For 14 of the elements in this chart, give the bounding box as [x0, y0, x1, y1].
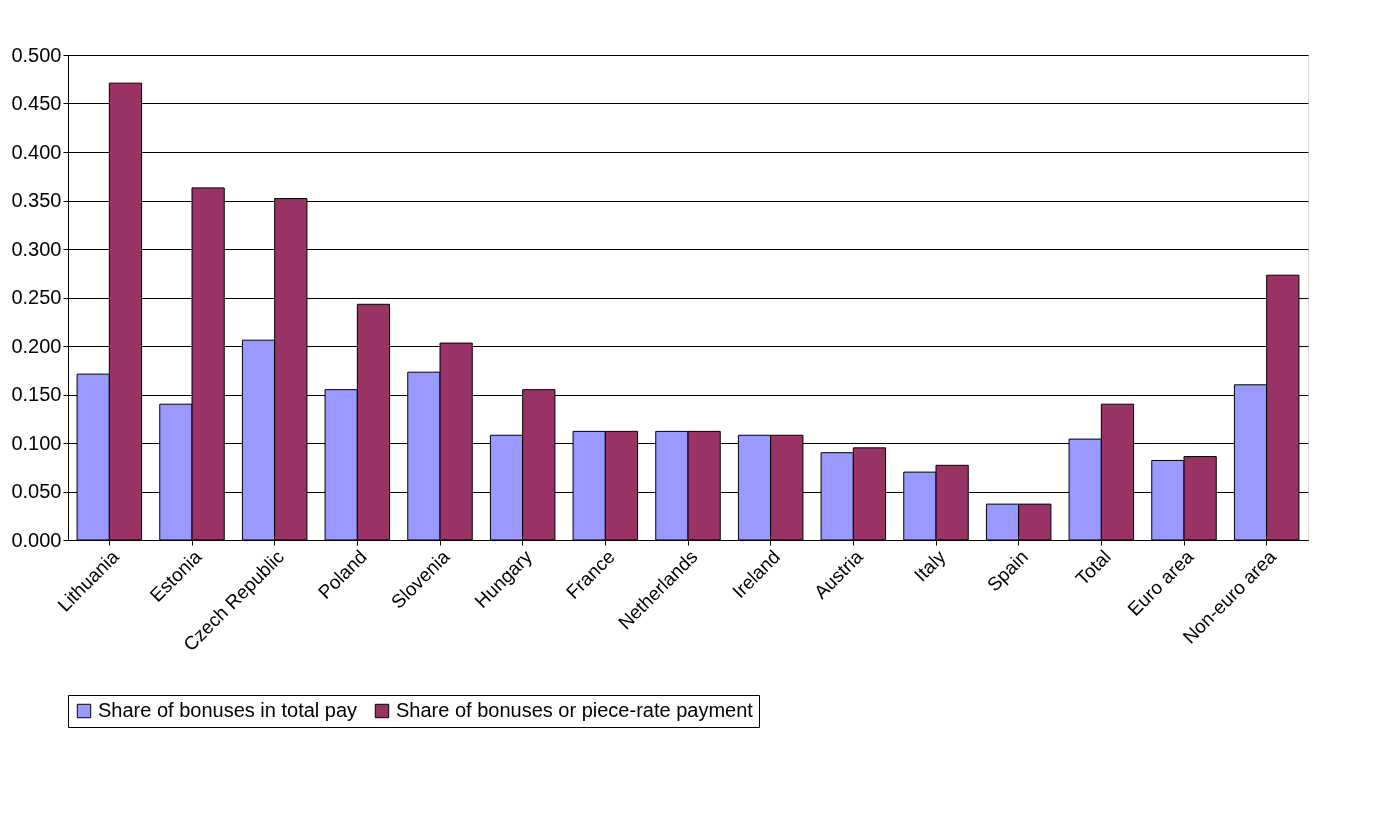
y-tick-label: 0.200: [11, 334, 62, 357]
legend-label: Share of bonuses or piece-rate payment: [396, 699, 754, 721]
y-tick-label: 0.300: [11, 237, 62, 260]
y-tick-label: 0.150: [11, 383, 62, 405]
y-tick-label: 0.100: [11, 431, 62, 454]
y-tick-label: 0.000: [11, 528, 62, 551]
y-tick-label: 0.350: [11, 189, 62, 211]
y-tick-label: 0.500: [11, 43, 62, 66]
y-tick-label: 0.400: [11, 140, 62, 163]
y-tick-label: 0.250: [11, 286, 62, 308]
legend-label: Share of bonuses in total pay: [98, 699, 358, 721]
y-tick-label: 0.450: [11, 92, 62, 114]
y-tick-label: 0.050: [11, 480, 62, 502]
x-tick-label: Italy: [909, 545, 950, 586]
